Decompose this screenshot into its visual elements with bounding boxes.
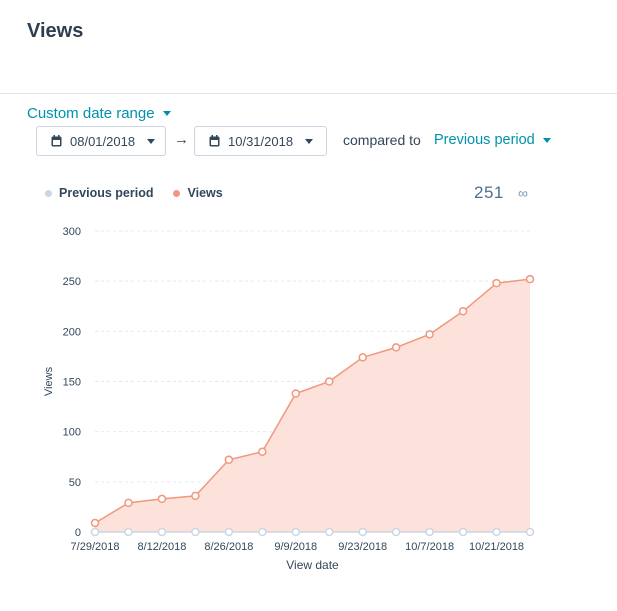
date-range-dropdown[interactable]: Custom date range — [27, 105, 171, 122]
y-tick-label: 100 — [63, 427, 81, 439]
views-line — [94, 278, 531, 524]
previous-period-point — [90, 527, 100, 537]
legend-item-views[interactable]: Views — [173, 186, 223, 200]
x-tick-label: 9/23/2018 — [338, 541, 387, 553]
calendar-icon — [51, 135, 62, 147]
views-point — [124, 498, 133, 508]
views-point — [258, 447, 267, 456]
views-point — [224, 455, 234, 465]
y-tick-label: 0 — [75, 527, 81, 539]
views-point — [391, 343, 401, 352]
previous-period-point — [425, 527, 434, 537]
views-point — [191, 491, 200, 501]
start-date-value: 08/01/2018 — [70, 133, 136, 149]
legend-label-previous: Previous period — [59, 186, 154, 200]
views-area — [95, 279, 530, 532]
previous-period-point — [358, 527, 367, 537]
end-date-value: 10/31/2018 — [228, 133, 294, 149]
x-tick-label: 7/29/2018 — [71, 541, 120, 553]
y-tick-label: 200 — [63, 326, 81, 338]
caret-down-icon — [147, 138, 156, 144]
y-tick-label: 250 — [63, 276, 81, 288]
x-axis-label: View date — [286, 558, 339, 572]
legend-item-previous[interactable]: Previous period — [45, 186, 153, 200]
x-tick-label: 10/21/2018 — [469, 541, 524, 553]
views-point — [492, 278, 501, 288]
compare-period-label: Previous period — [434, 132, 535, 148]
legend-label-views: Views — [187, 186, 223, 200]
header-divider — [0, 93, 617, 94]
views-point — [358, 353, 367, 362]
caret-down-icon — [162, 111, 171, 116]
x-tick-label: 8/12/2018 — [137, 541, 186, 553]
previous-period-point — [291, 527, 301, 537]
views-point — [458, 307, 468, 316]
previous-period-point — [324, 527, 334, 537]
previous-period-point — [525, 527, 535, 537]
previous-period-point — [157, 527, 167, 537]
y-tick-label: 300 — [63, 226, 81, 238]
views-point — [525, 274, 535, 284]
caret-down-icon — [542, 137, 551, 143]
previous-period-point — [191, 527, 200, 537]
x-tick-label: 9/9/2018 — [274, 541, 317, 553]
compared-to-label: compared to — [343, 132, 421, 148]
end-date-picker[interactable]: 10/31/2018 — [194, 126, 327, 156]
views-point — [291, 389, 301, 398]
x-tick-label: 10/7/2018 — [405, 541, 454, 553]
previous-period-point — [224, 527, 234, 537]
views-point — [425, 330, 434, 339]
previous-period-point — [258, 527, 267, 537]
previous-period-point — [492, 527, 501, 537]
page-title: Views — [27, 20, 84, 42]
total-views-value: 251 — [474, 183, 504, 202]
y-tick-label: 150 — [63, 377, 81, 389]
x-tick-label: 8/26/2018 — [204, 541, 253, 553]
legend-dot-previous — [45, 189, 52, 197]
date-range-label: Custom date range — [27, 105, 155, 122]
start-date-picker[interactable]: 08/01/2018 — [36, 126, 166, 156]
previous-period-point — [458, 527, 468, 537]
previous-period-point — [391, 527, 401, 537]
views-point — [324, 377, 334, 386]
chart-legend: Previous period Views — [45, 186, 223, 200]
arrow-right-icon: → — [174, 131, 189, 148]
infinity-icon[interactable]: ∞ — [518, 185, 528, 201]
views-point — [157, 494, 167, 504]
y-tick-label: 50 — [69, 477, 81, 489]
previous-period-point — [124, 527, 133, 537]
y-axis-label: Views — [43, 366, 55, 396]
compare-period-dropdown[interactable]: Previous period — [434, 132, 551, 148]
views-point — [90, 518, 100, 528]
calendar-icon — [209, 135, 220, 147]
legend-dot-views — [173, 189, 181, 197]
caret-down-icon — [305, 138, 314, 144]
